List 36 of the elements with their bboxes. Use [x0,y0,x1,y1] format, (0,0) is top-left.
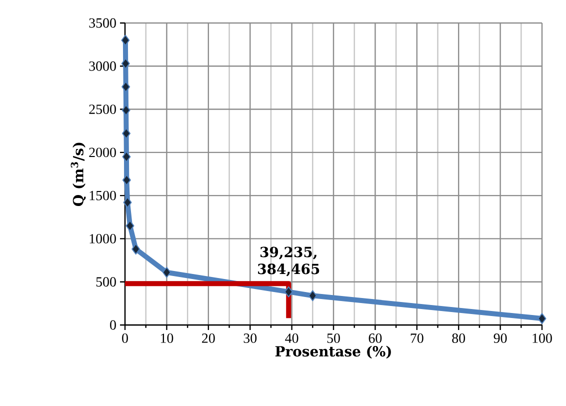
y-axis-title: Q (m$^{3}$/s) [70,142,86,206]
point [308,290,317,302]
x-tick-label: 30 [244,334,257,343]
y-tick-label: 3000 [89,61,116,71]
x-tick-label: 60 [368,334,382,343]
point [122,174,131,186]
point [284,286,293,298]
point [132,244,140,255]
y-tick-label: 0 [110,320,116,330]
x-tick-label: 50 [327,334,340,343]
x-tick-label: 100 [532,334,552,343]
x-axis-title: Prosentase (%) [275,346,391,359]
point [123,196,132,208]
y-tick-label: 3500 [89,18,116,28]
point [162,266,171,278]
x-tick-label: 70 [410,334,424,343]
annotation: 39,235, 384,465 [258,246,320,276]
x-tick-label: 90 [494,334,507,343]
x-tick-label: 0 [122,334,128,343]
y-tick-label: 2000 [89,148,116,158]
point [122,81,130,92]
y-tick-label: 1000 [90,234,116,244]
point [126,220,134,232]
x-tick-label: 10 [160,334,174,343]
point [122,104,130,116]
x-tick-label: 80 [452,334,466,343]
x-tick-label: 40 [285,334,298,343]
y-tick-label: 500 [96,277,116,287]
point [538,313,546,324]
y-tick-label: 1500 [90,190,116,200]
point [122,128,131,139]
point [121,58,130,70]
point [121,34,130,46]
y-tick-label: 2500 [89,104,116,114]
x-tick-label: 20 [202,334,215,343]
point [122,151,131,162]
